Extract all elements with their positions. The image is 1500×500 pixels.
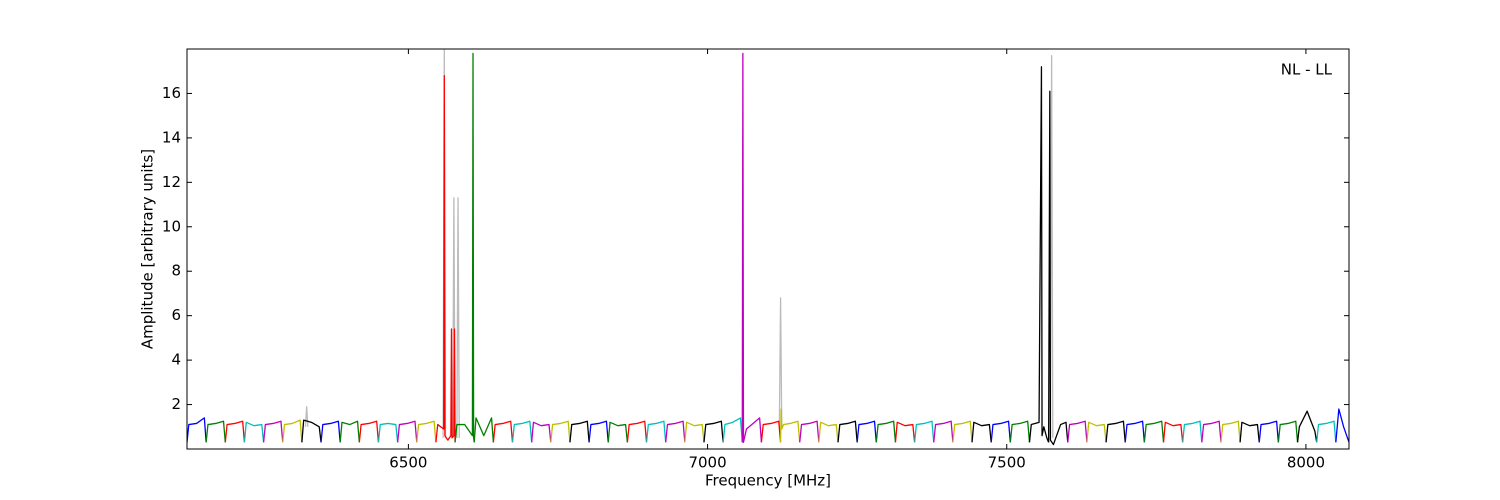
- series-line: [952, 420, 973, 443]
- series-line: [224, 420, 246, 443]
- series-line: [550, 420, 571, 443]
- series-line: [1201, 420, 1222, 443]
- series-line: [301, 419, 322, 443]
- series-line: [1143, 420, 1165, 443]
- plot-frame: [186, 48, 1350, 450]
- y-tick-label: 16: [162, 84, 181, 102]
- series-line: [607, 421, 629, 443]
- series-line: [837, 420, 858, 443]
- series-line: [1028, 66, 1050, 443]
- series-line: [304, 49, 1054, 438]
- series-line: [473, 417, 495, 443]
- series-line: [282, 419, 303, 443]
- series-line: [1009, 420, 1031, 443]
- plot-area: [187, 49, 1349, 449]
- series-line: [684, 421, 705, 443]
- series-line: [645, 420, 667, 443]
- series-line: [454, 52, 475, 443]
- y-tick-label: 14: [162, 128, 181, 146]
- series-line: [396, 420, 418, 443]
- series-line: [187, 417, 207, 443]
- series-line: [377, 422, 399, 443]
- series-line: [626, 420, 648, 443]
- series-line: [1316, 420, 1337, 443]
- series-line: [818, 421, 839, 443]
- y-tick-label: 8: [171, 262, 181, 280]
- series-line: [569, 420, 590, 443]
- x-axis-label: Frequency [MHz]: [705, 472, 831, 490]
- series-line: [1335, 408, 1349, 443]
- series-line: [511, 420, 533, 443]
- x-tick-label: 8000: [1287, 454, 1325, 472]
- series-line: [971, 421, 992, 443]
- series-line: [358, 420, 380, 443]
- series-line: [1162, 421, 1184, 443]
- y-tick-label: 6: [171, 306, 181, 324]
- series-line: [320, 420, 341, 443]
- series-line: [856, 420, 877, 443]
- series-line: [243, 421, 265, 443]
- series-line: [416, 420, 437, 443]
- series-line: [1105, 420, 1126, 443]
- x-tick-label: 6500: [389, 454, 427, 472]
- series-line: [1047, 90, 1069, 446]
- series-line: [875, 420, 897, 443]
- series-line: [339, 420, 360, 443]
- series-line: [1220, 420, 1241, 443]
- series-line: [665, 420, 686, 443]
- y-tick-label: 2: [171, 395, 181, 413]
- series-line: [894, 421, 916, 443]
- series-line: [1296, 410, 1318, 443]
- series-line: [1239, 421, 1260, 443]
- series-line: [1182, 420, 1203, 443]
- series-line: [779, 408, 801, 443]
- series-line: [1124, 420, 1146, 443]
- series-line: [1067, 420, 1088, 443]
- series-line: [933, 420, 954, 443]
- y-axis-label: Amplitude [arbitrary units]: [139, 149, 157, 349]
- series-line: [990, 420, 1011, 443]
- series-line: [799, 420, 820, 443]
- series-line: [205, 420, 226, 443]
- x-tick-label: 7000: [688, 454, 726, 472]
- series-line: [1277, 420, 1299, 443]
- series-line: [262, 420, 284, 443]
- series-line: [1258, 420, 1280, 443]
- series-group: [187, 49, 1349, 446]
- series-line: [435, 75, 456, 443]
- series-line: [722, 417, 743, 443]
- series-line: [703, 420, 724, 443]
- series-line: [492, 420, 514, 443]
- series-line: [760, 420, 782, 443]
- series-line: [531, 421, 552, 443]
- y-tick-label: 10: [162, 217, 181, 235]
- annotation: NL - LL: [1281, 61, 1333, 79]
- y-tick-label: 4: [171, 351, 181, 369]
- series-line: [741, 52, 763, 443]
- series-line: [1086, 421, 1107, 443]
- y-tick-label: 12: [162, 173, 181, 191]
- series-line: [913, 420, 935, 443]
- x-tick-label: 7500: [988, 454, 1026, 472]
- series-line: [588, 420, 609, 443]
